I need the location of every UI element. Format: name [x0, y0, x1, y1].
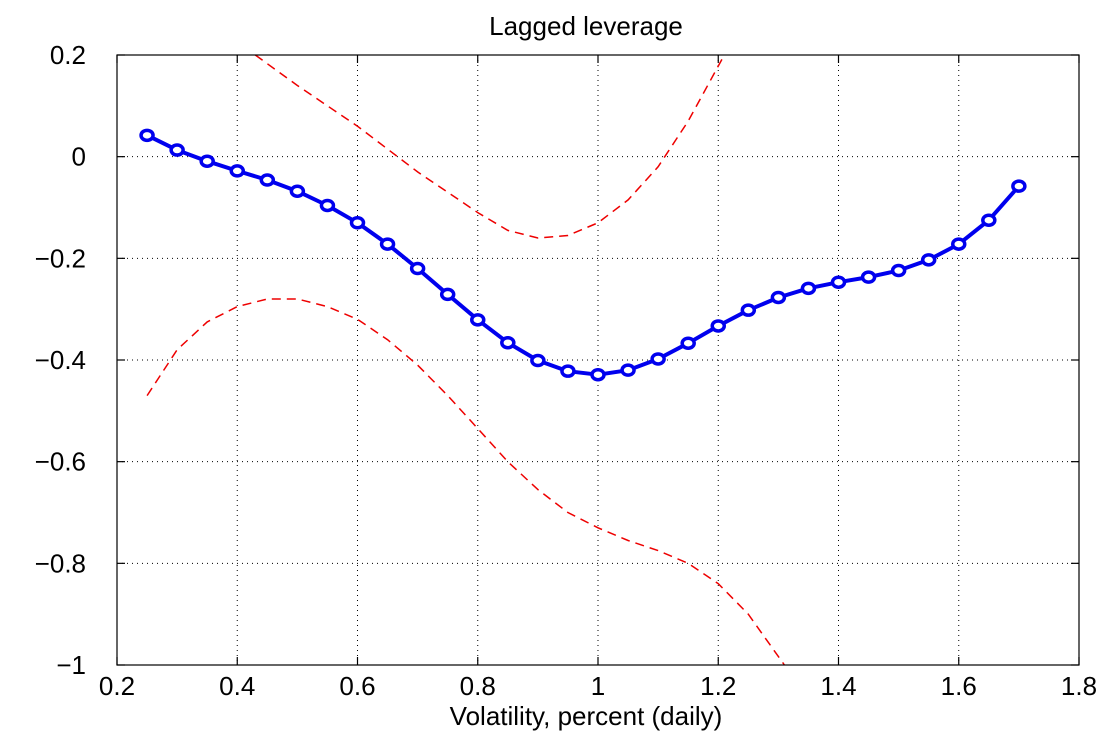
- data-point: [229, 164, 245, 178]
- grid: [117, 55, 1079, 665]
- data-point: [740, 303, 757, 317]
- data-point: [1011, 179, 1027, 193]
- confidence-band-line: [254, 54, 725, 239]
- ticks: [116, 54, 1080, 666]
- y-tick-label: 0: [72, 142, 86, 172]
- data-point: [981, 213, 997, 227]
- data-point: [770, 290, 787, 305]
- x-tick-label: 0.4: [219, 671, 255, 701]
- confidence-band-line: [146, 298, 786, 666]
- data-point: [289, 184, 306, 198]
- data-point: [890, 263, 907, 278]
- x-tick-label: 1.2: [700, 671, 736, 701]
- data-point: [439, 287, 456, 302]
- x-tick-label: 1.6: [941, 671, 977, 701]
- data-point: [800, 281, 817, 296]
- data-point: [169, 143, 185, 157]
- data-point: [139, 128, 155, 143]
- chart-title: Lagged leverage: [489, 11, 683, 41]
- series-layer: [139, 54, 1027, 666]
- data-point: [680, 336, 696, 350]
- data-point: [500, 335, 516, 350]
- data-point: [830, 275, 847, 289]
- x-tick-label: 1: [591, 671, 605, 701]
- data-point: [590, 367, 606, 382]
- x-axis-label: Volatility, percent (daily): [450, 701, 723, 731]
- y-tick-label: −1: [56, 650, 86, 680]
- data-point: [620, 363, 636, 377]
- data-point: [710, 319, 726, 333]
- x-tick-label: 0.2: [99, 671, 135, 701]
- data-point: [259, 173, 276, 187]
- data-point: [349, 216, 366, 230]
- data-point: [379, 237, 396, 251]
- data-point: [319, 198, 336, 213]
- x-tick-label: 1.4: [820, 671, 856, 701]
- y-tick-label: −0.6: [35, 447, 86, 477]
- data-point: [470, 313, 486, 327]
- y-tick-label: −0.8: [35, 548, 86, 578]
- data-point: [560, 364, 576, 378]
- data-point: [951, 237, 967, 251]
- y-tick-labels: 0.2 0 −0.2 −0.4 −0.6 −0.8 −1: [35, 40, 86, 680]
- x-tick-label: 0.8: [460, 671, 496, 701]
- x-tick-labels: 0.2 0.4 0.6 0.8 1 1.2 1.4 1.6 1.8: [99, 671, 1097, 701]
- x-tick-label: 0.6: [339, 671, 375, 701]
- data-point: [409, 261, 426, 276]
- data-point: [530, 353, 546, 368]
- y-tick-label: −0.2: [35, 243, 86, 273]
- y-tick-label: 0.2: [50, 40, 86, 70]
- data-point: [920, 253, 937, 267]
- data-point: [860, 270, 877, 284]
- y-tick-label: −0.4: [35, 345, 86, 375]
- data-point: [199, 154, 215, 168]
- data-point: [650, 352, 666, 366]
- x-tick-label: 1.8: [1061, 671, 1097, 701]
